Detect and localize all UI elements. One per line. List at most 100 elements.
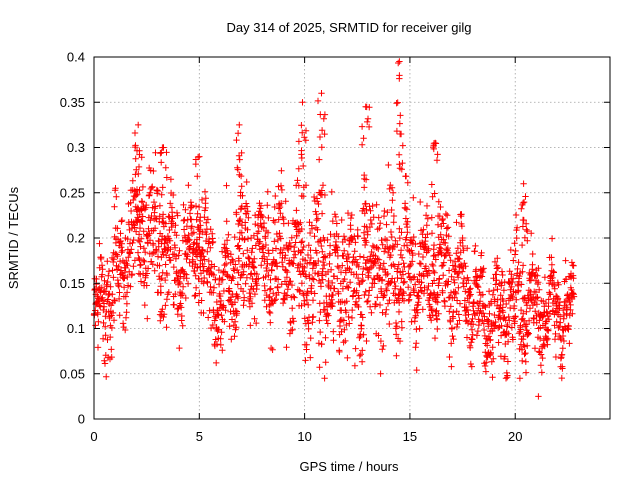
data-point [317,111,324,118]
data-point [446,308,453,315]
data-point [449,315,457,322]
data-point [364,118,371,126]
data-point [319,265,327,272]
data-point [298,147,305,154]
data-point [520,341,527,349]
data-point [115,280,122,287]
data-point [340,317,347,324]
data-point [504,338,512,345]
data-point [226,323,233,330]
data-point [559,345,566,352]
data-point [186,259,193,266]
data-point [478,249,485,257]
data-point [345,284,352,291]
data-point [467,291,474,298]
data-point [524,227,531,235]
data-point [409,251,416,259]
data-point [396,337,404,345]
data-point [139,213,146,220]
data-point [266,286,274,293]
data-point [136,262,144,269]
data-point [382,310,389,318]
data-point [247,293,254,300]
data-point [380,260,387,267]
data-point [331,285,338,292]
data-point [317,308,324,316]
data-point [105,272,112,279]
data-point [522,193,529,200]
data-point [158,191,165,198]
data-point [163,271,171,279]
data-point [336,348,343,356]
data-point [187,199,195,206]
data-point [466,286,473,293]
data-point [120,323,127,331]
data-point [304,251,312,259]
data-point [159,248,166,256]
y-tick-label: 0.25 [60,185,85,200]
data-point [393,127,401,135]
data-point [510,257,517,264]
data-point [442,210,450,218]
data-point [562,257,569,264]
data-point [494,286,501,293]
data-point [358,358,366,365]
data-point [361,175,368,183]
data-point [505,313,512,321]
data-point [434,212,442,220]
data-point [494,296,501,303]
y-tick-labels: 0 0.05 0.1 0.15 0.2 0.25 0.3 0.35 0.4 [60,50,85,427]
data-point [569,290,577,297]
data-point [107,283,114,290]
data-point [246,261,253,268]
data-point [322,254,329,261]
data-point [251,255,258,262]
data-point [316,156,323,163]
data-point [136,187,143,194]
data-point [163,149,170,156]
x-tick-label: 0 [90,429,97,444]
data-point [285,246,292,254]
data-point [484,318,491,325]
data-point [182,206,189,213]
data-point [110,256,117,263]
data-point [346,265,353,273]
data-point [430,267,437,275]
data-point [434,151,441,158]
data-point [369,202,376,210]
data-point [479,291,486,298]
data-point [463,317,470,324]
data-point [179,283,187,290]
data-point [453,323,461,331]
data-point [319,276,326,283]
data-point [133,191,140,199]
data-point [147,189,154,196]
data-point [544,309,551,316]
data-point [265,272,272,279]
data-point [289,305,296,312]
data-point [412,344,419,351]
data-point [393,331,400,338]
data-point [385,161,392,169]
data-point [364,115,372,122]
data-point [431,252,438,259]
data-point [563,305,571,313]
data-point [135,231,143,238]
data-point [99,297,106,304]
data-point [469,321,477,328]
data-point [234,266,241,274]
data-point [396,130,404,138]
data-point [463,334,471,341]
data-point [500,297,507,305]
data-point [543,336,550,344]
data-point [396,161,403,168]
data-point [167,176,175,183]
data-point [310,193,318,201]
data-point [362,200,369,207]
data-point [237,172,245,180]
data-point [364,228,371,235]
data-point [237,189,244,196]
data-point [150,241,157,249]
data-point [415,299,422,306]
data-point [127,249,134,256]
